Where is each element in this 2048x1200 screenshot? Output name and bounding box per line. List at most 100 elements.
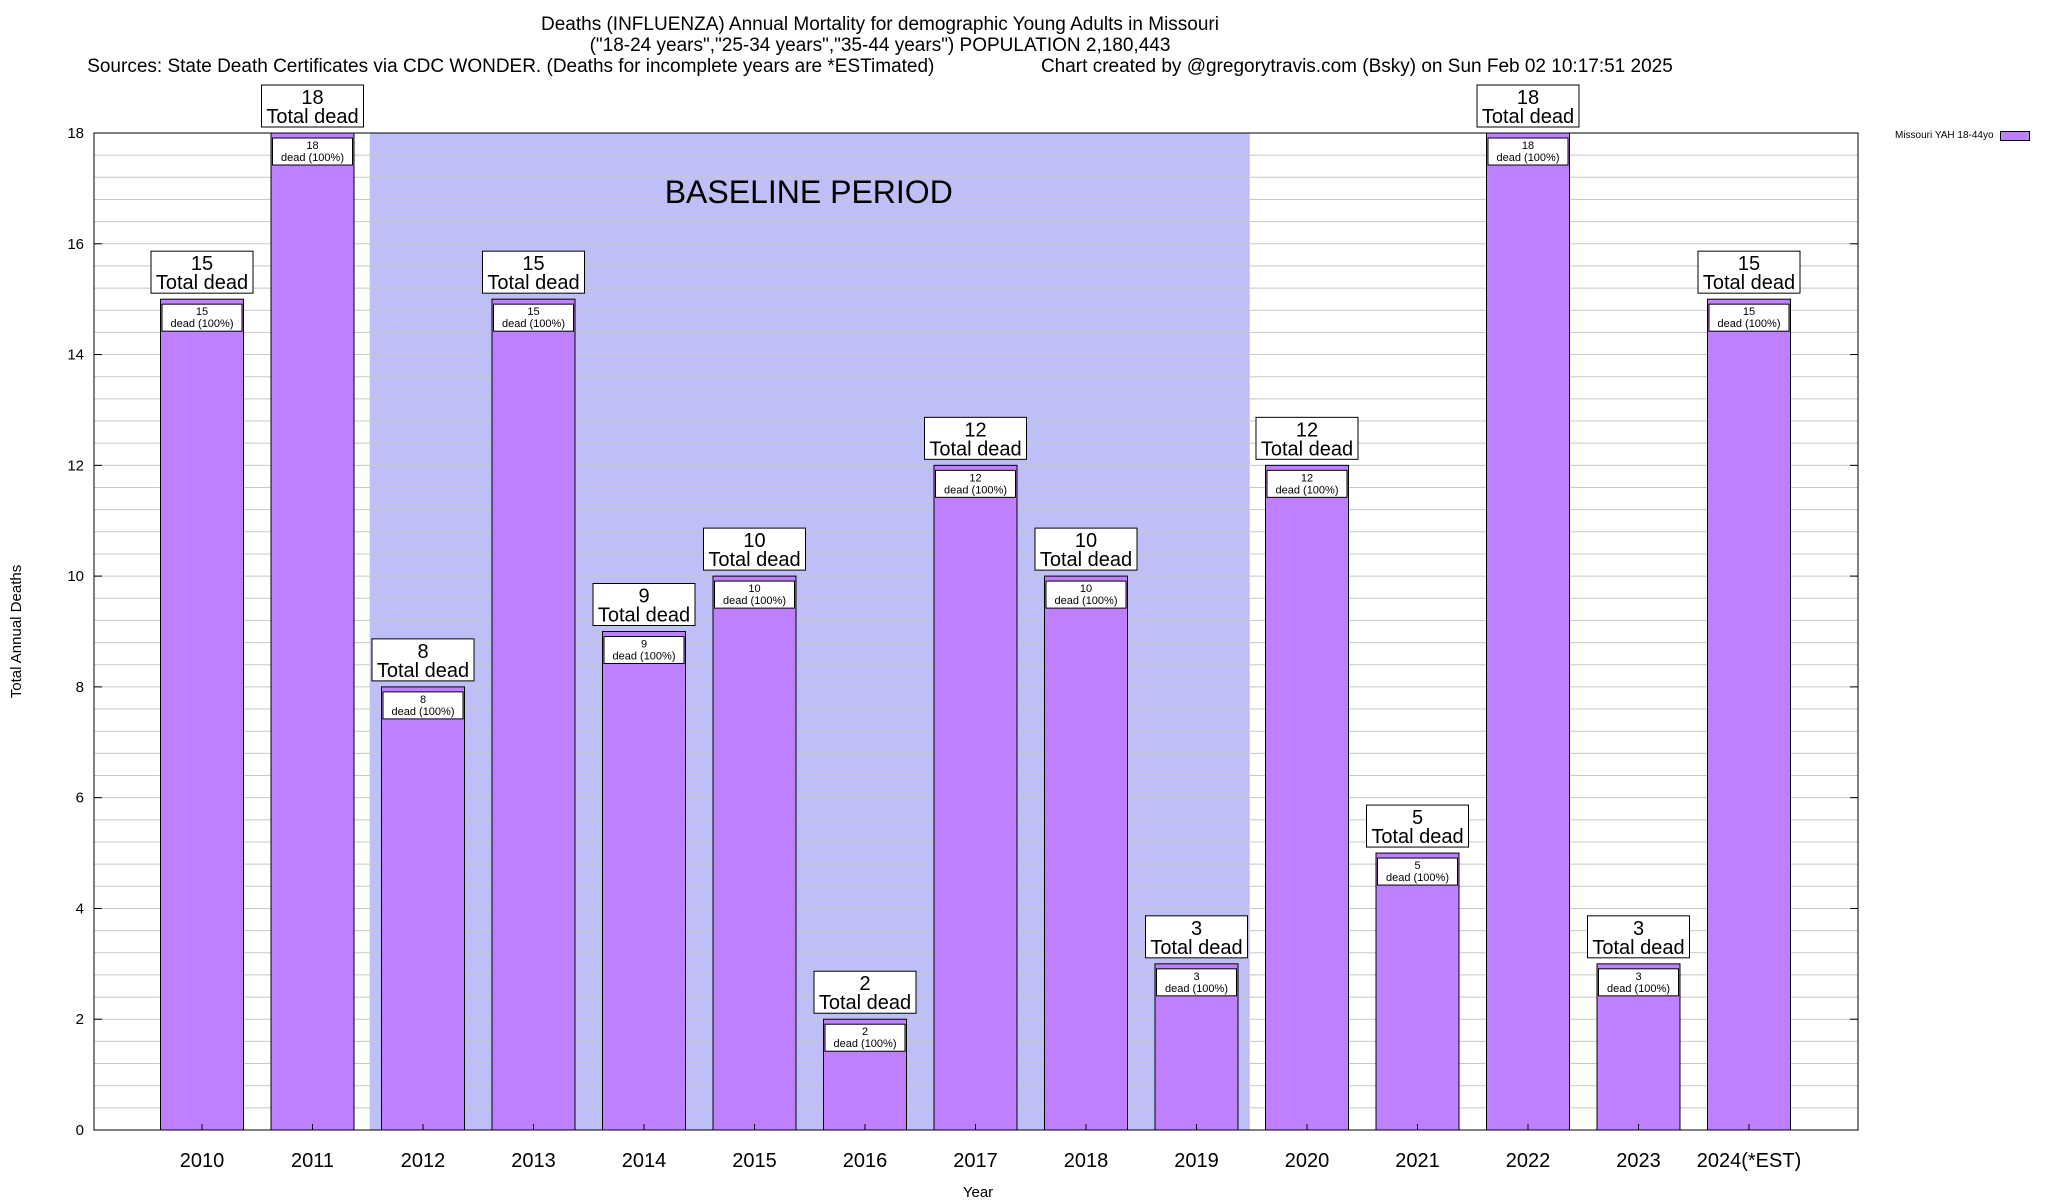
bar-top-label-box [1255,416,1359,460]
bar-inner-label-box [935,469,1016,498]
x-tick-label: 2021 [1395,1150,1440,1172]
bar-inner-value-label: 2 [862,1026,868,1038]
bar-inner-percent-label: dead (100%) [723,595,786,607]
bar-inner-percent-label: dead (100%) [171,318,234,330]
bar-inner-percent-label: dead (100%) [1386,872,1449,884]
chart-subtitle: ("18-24 years","25-34 years","35-44 year… [589,35,1171,56]
bar-top-label-box [261,84,364,128]
bar-2018 [1044,575,1128,1131]
bar-top-label-box [813,970,917,1014]
bar-top-value-label: 3 [1191,918,1202,940]
bar-2015 [712,575,797,1131]
bar-inner-label-box [272,137,353,166]
bar-inner-percent-label: dead (100%) [1276,484,1339,496]
bar-inner-label-box [1487,137,1569,166]
x-tick-label: 2012 [401,1150,446,1172]
bar-top-total-label: Total dead [1592,937,1684,959]
bar-2014 [602,631,686,1131]
legend-swatch [1999,130,2030,141]
bar-inner-percent-label: dead (100%) [281,152,344,164]
bar-top-label-box [150,250,254,294]
bar-top-total-label: Total dead [266,106,358,128]
bar-top-value-label: 18 [1517,87,1539,109]
bar-inner-value-label: 18 [1522,140,1534,152]
x-tick-label: 2013 [511,1150,556,1172]
bar-top-value-label: 10 [1075,530,1097,552]
y-tick-label: 10 [67,568,84,585]
bar-top-total-label: Total dead [708,549,800,571]
bar-2020 [1265,464,1349,1131]
y-axis-title: Total Annual Deaths [8,565,25,698]
bar-top-total-label: Total dead [1482,106,1574,128]
bar-top-value-label: 3 [1633,918,1644,940]
bar-inner-label-box [161,303,243,332]
bar-inner-value-label: 15 [196,306,208,318]
x-tick-label: 2016 [843,1150,888,1172]
y-tick-label: 0 [76,1122,84,1139]
chart-credit: Chart created by @gregorytravis.com (Bsk… [1040,56,1673,77]
chart-sources-line: Sources: State Death Certificates via CD… [0,56,1760,77]
chart-legend: Missouri YAH 18-44yo [1895,130,2030,141]
bar-2013 [491,298,576,1131]
bar-inner-label-box [824,1023,906,1052]
bar-inner-percent-label: dead (100%) [1165,983,1228,995]
y-tick-label: 14 [67,347,84,364]
y-tick-label: 16 [67,236,84,253]
bar-2021 [1375,852,1460,1131]
bar-inner-percent-label: dead (100%) [1055,595,1118,607]
x-tick-label: 2015 [732,1150,777,1172]
bar-2010 [160,298,244,1131]
bar-top-total-label: Total dead [487,272,579,294]
bar-top-total-label: Total dead [819,992,911,1014]
baseline-period-label: BASELINE PERIOD [665,174,953,210]
bar-inner-label-box [1377,857,1458,886]
bar-inner-percent-label: dead (100%) [392,706,455,718]
bar-top-value-label: 2 [859,973,870,995]
x-tick-label: 2010 [180,1150,225,1172]
legend-label: Missouri YAH 18-44yo [1895,130,1994,141]
bar-inner-label-box [1708,303,1790,332]
bar-top-label-box [703,527,806,571]
bar-top-value-label: 12 [1296,419,1318,441]
bar-inner-label-box [1266,469,1348,498]
bar-inner-value-label: 10 [1080,583,1092,595]
bar-top-total-label: Total dead [1040,549,1132,571]
bar-inner-value-label: 15 [527,306,539,318]
chart-sources: Sources: State Death Certificates via CD… [87,56,935,77]
bar-top-total-label: Total dead [1261,438,1353,460]
x-tick-label: 2023 [1616,1150,1661,1172]
bar-top-value-label: 15 [522,253,544,275]
chart-title: Deaths (INFLUENZA) Annual Mortality for … [541,14,1219,35]
bar-inner-percent-label: dead (100%) [613,651,676,663]
bar-top-value-label: 5 [1412,807,1423,829]
bar-inner-percent-label: dead (100%) [834,1038,897,1050]
bar-top-label-box [592,583,696,626]
bar-2022 [1486,132,1570,1131]
bar-top-label-box [1476,84,1580,128]
y-tick-label: 12 [67,457,84,474]
bar-top-value-label: 10 [743,530,765,552]
bar-top-label-box [1366,804,1469,848]
bar-2011 [270,132,355,1131]
bar-inner-label-box [714,580,795,609]
bar-inner-value-label: 18 [306,140,318,152]
bar-top-value-label: 15 [1738,253,1760,275]
bar-top-value-label: 9 [638,586,649,608]
bar-inner-value-label: 10 [748,583,760,595]
bar-top-label-box [1587,915,1690,959]
bar-inner-label-box [1598,968,1679,997]
bar-inner-value-label: 15 [1743,306,1755,318]
bar-inner-percent-label: dead (100%) [1718,318,1781,330]
bar-top-total-label: Total dead [598,605,690,627]
bar-top-label-box [1034,527,1138,571]
y-tick-label: 8 [76,679,84,696]
bar-inner-value-label: 3 [1635,971,1641,983]
bar-inner-percent-label: dead (100%) [1607,983,1670,995]
bar-top-label-box [924,416,1027,460]
bar-top-label-box [482,250,585,294]
bar-inner-percent-label: dead (100%) [502,318,565,330]
bar-inner-value-label: 5 [1414,860,1420,872]
bar-top-label-box [1145,915,1248,959]
x-tick-label: 2024(*EST) [1697,1150,1802,1172]
x-tick-label: 2017 [953,1150,998,1172]
